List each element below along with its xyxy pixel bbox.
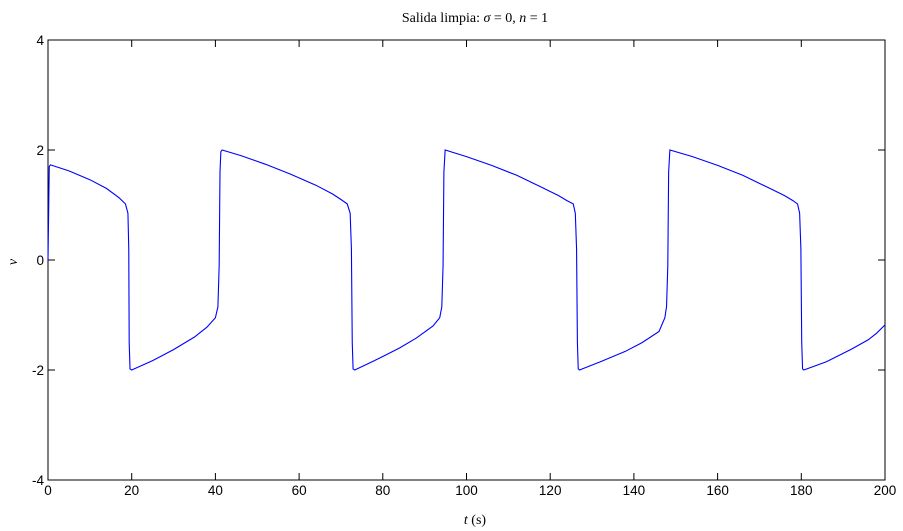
y-tick-label: 2 bbox=[36, 143, 44, 158]
chart-title-prefix: Salida limpia: bbox=[402, 11, 484, 26]
x-axis-label-var: t bbox=[464, 513, 469, 528]
chart-title-n-value: = 1 bbox=[526, 11, 548, 26]
series-group bbox=[47, 149, 886, 371]
x-tick-label: 140 bbox=[623, 483, 646, 498]
y-tick-label: 4 bbox=[36, 33, 44, 48]
chart-title-sigma-value: = 0, bbox=[490, 11, 519, 26]
x-tick-label: 80 bbox=[375, 483, 390, 498]
x-tick-label: 40 bbox=[208, 483, 223, 498]
x-tick-label: 60 bbox=[292, 483, 307, 498]
axis-ticks bbox=[47, 39, 886, 481]
x-tick-label: 0 bbox=[44, 483, 52, 498]
series-line bbox=[47, 149, 886, 371]
x-tick-label: 200 bbox=[874, 483, 897, 498]
y-axis-label: v bbox=[6, 258, 21, 265]
x-tick-label: 120 bbox=[539, 483, 562, 498]
chart-title: Salida limpia: σ = 0, n = 1 bbox=[402, 11, 548, 26]
x-tick-label: 160 bbox=[706, 483, 729, 498]
y-tick-label: 0 bbox=[36, 253, 44, 268]
y-tick-label: -4 bbox=[32, 473, 44, 488]
chart-title-n: n bbox=[519, 11, 526, 26]
axis-tick-labels: 0 20 40 60 80 100 120 140 160 180 200 -4 -2 0 2 4 bbox=[32, 33, 896, 498]
x-tick-label: 20 bbox=[124, 483, 139, 498]
y-tick-label: -2 bbox=[32, 363, 44, 378]
x-tick-label: 180 bbox=[790, 483, 813, 498]
chart-title-sigma: σ bbox=[483, 11, 491, 26]
plot-area-frame bbox=[47, 39, 886, 481]
x-axis-label-unit: (s) bbox=[468, 513, 487, 528]
x-tick-label: 100 bbox=[455, 483, 478, 498]
x-axis-label: t (s) bbox=[464, 513, 487, 528]
